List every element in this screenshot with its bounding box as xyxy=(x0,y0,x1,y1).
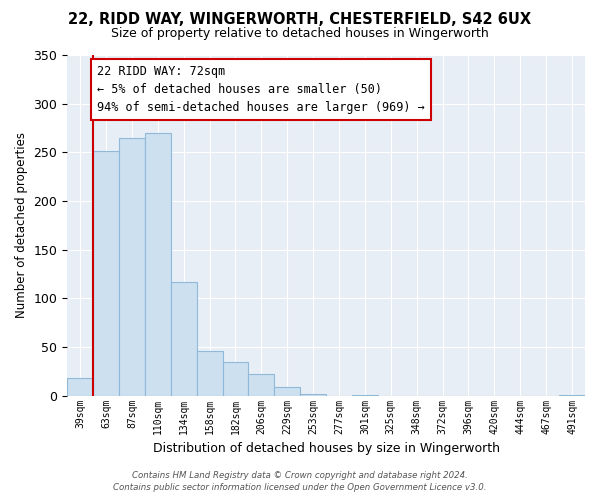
Bar xyxy=(171,282,197,396)
Bar xyxy=(300,394,326,396)
Bar xyxy=(119,138,145,396)
Bar xyxy=(223,362,248,396)
Text: Contains HM Land Registry data © Crown copyright and database right 2024.
Contai: Contains HM Land Registry data © Crown c… xyxy=(113,471,487,492)
Y-axis label: Number of detached properties: Number of detached properties xyxy=(15,132,28,318)
Bar xyxy=(352,394,378,396)
Text: 22 RIDD WAY: 72sqm
← 5% of detached houses are smaller (50)
94% of semi-detached: 22 RIDD WAY: 72sqm ← 5% of detached hous… xyxy=(97,64,425,114)
Bar xyxy=(248,374,274,396)
Text: Size of property relative to detached houses in Wingerworth: Size of property relative to detached ho… xyxy=(111,28,489,40)
X-axis label: Distribution of detached houses by size in Wingerworth: Distribution of detached houses by size … xyxy=(152,442,500,455)
Bar xyxy=(559,394,585,396)
Bar xyxy=(145,133,171,396)
Bar xyxy=(67,378,93,396)
Text: 22, RIDD WAY, WINGERWORTH, CHESTERFIELD, S42 6UX: 22, RIDD WAY, WINGERWORTH, CHESTERFIELD,… xyxy=(68,12,532,28)
Bar xyxy=(93,152,119,396)
Bar xyxy=(197,351,223,396)
Bar xyxy=(274,387,300,396)
